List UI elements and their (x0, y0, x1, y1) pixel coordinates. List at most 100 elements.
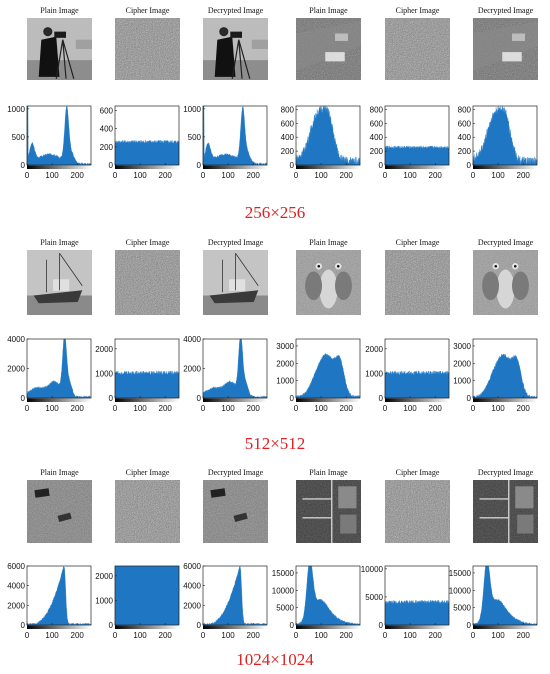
histogram-bars (472, 565, 538, 626)
x-tick-label: 0 (25, 404, 30, 413)
grayscale-colorbar (203, 165, 267, 169)
histogram-bars (384, 370, 450, 399)
grayscale-colorbar (296, 625, 360, 629)
y-tick-label: 1000 (453, 377, 471, 386)
histogram-bars (384, 145, 450, 166)
y-tick-label: 800 (458, 105, 472, 114)
y-tick-label: 1000 (7, 105, 25, 114)
cipher-image (115, 18, 180, 80)
y-tick-label: 15000 (449, 569, 472, 578)
y-tick-label: 200 (458, 147, 472, 156)
image-title: Decrypted Image (478, 238, 534, 247)
image-title: Decrypted Image (208, 238, 264, 247)
size-caption: 256×256 (245, 203, 306, 222)
grayscale-colorbar (27, 165, 91, 169)
y-tick-label: 0 (197, 161, 202, 170)
y-tick-label: 0 (467, 161, 472, 170)
cipher-image (385, 480, 450, 543)
y-tick-label: 5000 (276, 604, 294, 613)
grayscale-colorbar (473, 398, 537, 402)
x-tick-label: 0 (471, 404, 476, 413)
image-title: Cipher Image (396, 238, 440, 247)
grayscale-colorbar (115, 625, 179, 629)
cipher-image (385, 18, 450, 80)
axes-frame (202, 565, 268, 626)
axes-frame (384, 338, 450, 399)
histogram-12: 0 1000 2000 3000 0 100 200 (453, 338, 538, 413)
x-tick-label: 200 (247, 631, 261, 640)
plain-image (27, 480, 92, 543)
y-tick-label: 4000 (183, 582, 201, 591)
histogram-bars (295, 105, 361, 166)
x-tick-label: 200 (71, 171, 85, 180)
x-tick-label: 200 (247, 171, 261, 180)
y-tick-label: 0 (109, 161, 114, 170)
x-tick-label: 200 (159, 404, 173, 413)
y-tick-label: 0 (467, 621, 472, 630)
image-title: Plain Image (40, 468, 79, 477)
x-tick-label: 0 (25, 631, 30, 640)
y-tick-label: 500 (12, 133, 26, 142)
y-tick-label: 0 (21, 621, 26, 630)
histogram-16: 0 5000 10000 15000 0 100 200 (272, 565, 361, 640)
y-tick-label: 600 (458, 119, 472, 128)
y-tick-label: 0 (379, 394, 384, 403)
x-tick-label: 0 (294, 171, 299, 180)
histogram-14: 0 1000 2000 0 100 200 (95, 565, 180, 640)
cipher-image (115, 250, 180, 315)
x-tick-label: 0 (383, 171, 388, 180)
y-tick-label: 0 (21, 161, 26, 170)
histogram-bars (26, 338, 92, 399)
axes-frame (472, 338, 538, 399)
grayscale-colorbar (296, 398, 360, 402)
grayscale-colorbar (473, 165, 537, 169)
histogram-3: 0 500 1000 0 100 200 (183, 105, 268, 180)
x-tick-label: 0 (294, 404, 299, 413)
axes-frame (472, 565, 538, 626)
x-tick-label: 100 (314, 171, 328, 180)
x-tick-label: 0 (383, 404, 388, 413)
axes-frame (114, 565, 180, 626)
x-tick-label: 100 (221, 631, 235, 640)
decrypted-image (203, 18, 268, 80)
x-tick-label: 100 (403, 631, 417, 640)
x-tick-label: 0 (471, 171, 476, 180)
x-tick-label: 100 (403, 404, 417, 413)
histogram-bars (114, 370, 180, 399)
y-tick-label: 2000 (95, 572, 113, 581)
y-tick-label: 3000 (276, 342, 294, 351)
y-tick-label: 0 (379, 161, 384, 170)
x-tick-label: 0 (113, 404, 118, 413)
x-tick-label: 100 (491, 631, 505, 640)
grayscale-colorbar (385, 625, 449, 629)
x-tick-label: 100 (314, 404, 328, 413)
axes-frame (26, 105, 92, 166)
y-tick-label: 3000 (453, 342, 471, 351)
y-tick-label: 200 (281, 147, 295, 156)
histogram-bars (472, 105, 538, 166)
axes-frame (295, 565, 361, 626)
histogram-bars (26, 566, 92, 626)
y-tick-label: 0 (379, 621, 384, 630)
image-title: Plain Image (40, 238, 79, 247)
axes-frame (114, 338, 180, 399)
x-tick-label: 0 (471, 631, 476, 640)
y-tick-label: 0 (290, 621, 295, 630)
decrypted-image (473, 250, 538, 315)
histogram-1: 0 500 1000 0 100 200 (7, 105, 92, 180)
decrypted-image (203, 250, 268, 315)
histogram-bars (202, 105, 268, 166)
histogram-bars (26, 105, 92, 166)
x-tick-label: 200 (159, 631, 173, 640)
image-title: Decrypted Image (478, 468, 534, 477)
x-tick-label: 0 (201, 631, 206, 640)
x-tick-label: 100 (314, 631, 328, 640)
y-tick-label: 10000 (272, 586, 295, 595)
grayscale-colorbar (27, 398, 91, 402)
y-tick-label: 15000 (272, 569, 295, 578)
decrypted-image (203, 480, 268, 543)
y-tick-label: 2000 (276, 359, 294, 368)
plain-image (27, 18, 92, 80)
y-tick-label: 400 (100, 125, 114, 134)
histogram-9: 0 2000 4000 0 100 200 (183, 335, 268, 413)
